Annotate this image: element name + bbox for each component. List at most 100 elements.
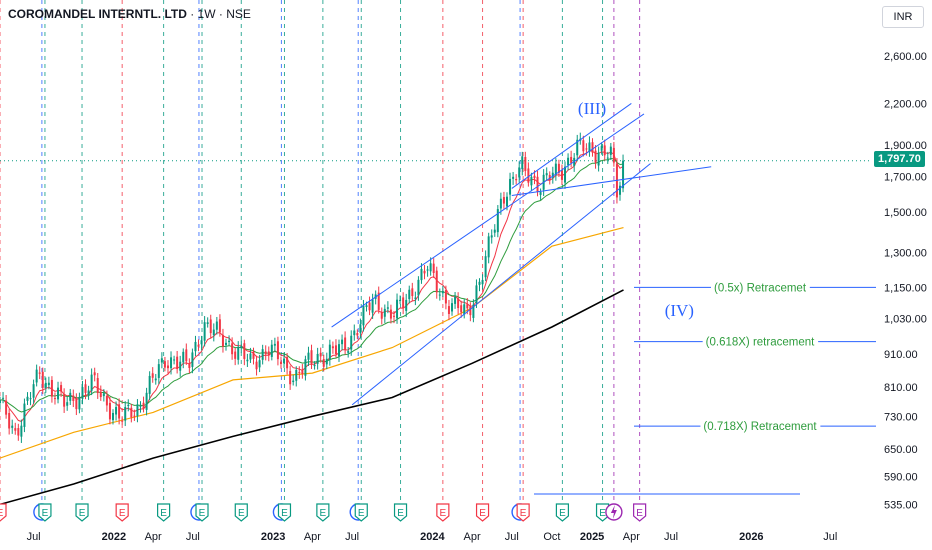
- candle-body[interactable]: [145, 392, 148, 410]
- candle-body[interactable]: [234, 351, 237, 359]
- candle-body[interactable]: [14, 428, 17, 431]
- candle-body[interactable]: [154, 378, 157, 381]
- candle-body[interactable]: [325, 358, 328, 365]
- candle-body[interactable]: [502, 197, 505, 204]
- candle-body[interactable]: [0, 400, 1, 403]
- candle-body[interactable]: [594, 150, 597, 163]
- candle-body[interactable]: [41, 371, 44, 388]
- candle-body[interactable]: [319, 352, 322, 357]
- candle-body[interactable]: [112, 412, 115, 421]
- earnings-events[interactable]: EEEEEEEEEEEEEEEEE: [0, 503, 647, 522]
- candle-body[interactable]: [521, 156, 524, 170]
- candle-body[interactable]: [63, 394, 66, 407]
- earnings-event-marker[interactable]: E: [277, 503, 292, 522]
- candle-body[interactable]: [429, 263, 432, 272]
- candle-body[interactable]: [206, 322, 209, 324]
- candle-body[interactable]: [438, 294, 441, 296]
- candle-body[interactable]: [588, 142, 591, 152]
- candle-body[interactable]: [102, 393, 105, 397]
- candle-body[interactable]: [267, 351, 270, 356]
- candle-body[interactable]: [279, 361, 282, 365]
- candle-body[interactable]: [386, 307, 389, 309]
- candle-body[interactable]: [29, 398, 32, 400]
- candle-body[interactable]: [2, 397, 5, 399]
- candle-body[interactable]: [151, 373, 154, 378]
- candle-body[interactable]: [301, 369, 304, 375]
- candle-body[interactable]: [512, 176, 515, 179]
- candle-body[interactable]: [75, 398, 78, 410]
- candle-body[interactable]: [457, 298, 460, 309]
- candle-body[interactable]: [597, 152, 600, 166]
- candle-body[interactable]: [402, 297, 405, 309]
- candle-body[interactable]: [8, 413, 11, 429]
- candle-body[interactable]: [612, 147, 615, 163]
- candle-body[interactable]: [258, 360, 261, 368]
- candle-body[interactable]: [533, 175, 536, 179]
- candle-body[interactable]: [121, 420, 124, 422]
- candle-body[interactable]: [124, 407, 127, 421]
- candle-body[interactable]: [618, 185, 621, 195]
- candle-body[interactable]: [313, 365, 316, 367]
- candle-body[interactable]: [17, 428, 20, 436]
- candle-body[interactable]: [475, 285, 478, 303]
- candle-body[interactable]: [426, 269, 429, 271]
- candle-body[interactable]: [105, 395, 108, 406]
- candle-body[interactable]: [47, 382, 50, 386]
- candle-body[interactable]: [108, 402, 111, 420]
- candle-body[interactable]: [215, 321, 218, 330]
- candle-body[interactable]: [38, 372, 41, 374]
- candle-body[interactable]: [331, 346, 334, 349]
- candle-body[interactable]: [173, 359, 176, 361]
- candle-body[interactable]: [466, 304, 469, 309]
- candle-body[interactable]: [231, 343, 234, 355]
- candle-body[interactable]: [50, 379, 53, 397]
- candle-body[interactable]: [44, 382, 47, 388]
- candle-body[interactable]: [554, 163, 557, 175]
- candle-body[interactable]: [451, 303, 454, 312]
- candle-body[interactable]: [447, 306, 450, 314]
- candle-body[interactable]: [194, 341, 197, 352]
- candle-body[interactable]: [72, 395, 75, 401]
- trendline[interactable]: [331, 113, 645, 328]
- candle-body[interactable]: [515, 178, 518, 181]
- candle-body[interactable]: [264, 351, 267, 355]
- candle-body[interactable]: [490, 235, 493, 238]
- candle-body[interactable]: [338, 344, 341, 357]
- candle-body[interactable]: [292, 380, 295, 383]
- candle-body[interactable]: [487, 236, 490, 258]
- candle-body[interactable]: [23, 403, 26, 427]
- candle-body[interactable]: [273, 343, 276, 346]
- currency-button[interactable]: INR: [882, 6, 924, 28]
- candle-body[interactable]: [243, 343, 246, 359]
- earnings-event-marker[interactable]: E: [555, 503, 570, 522]
- candle-body[interactable]: [252, 351, 255, 359]
- candle-body[interactable]: [322, 359, 325, 367]
- candle-body[interactable]: [78, 396, 81, 410]
- candle-body[interactable]: [399, 299, 402, 301]
- candle-body[interactable]: [160, 358, 163, 363]
- candle-body[interactable]: [509, 178, 512, 195]
- candle-body[interactable]: [255, 361, 258, 370]
- trendline[interactable]: [511, 103, 632, 189]
- candle-body[interactable]: [163, 361, 166, 368]
- earnings-event-marker[interactable]: E: [436, 503, 450, 522]
- candle-body[interactable]: [472, 304, 475, 318]
- candle-body[interactable]: [380, 312, 383, 319]
- candle-body[interactable]: [365, 305, 368, 308]
- candle-body[interactable]: [609, 146, 612, 155]
- candle-body[interactable]: [310, 350, 313, 364]
- candle-body[interactable]: [362, 305, 365, 326]
- candle-body[interactable]: [432, 263, 435, 273]
- candle-body[interactable]: [481, 279, 484, 285]
- candle-body[interactable]: [603, 145, 606, 156]
- candle-body[interactable]: [530, 176, 533, 186]
- split-event-marker[interactable]: [605, 503, 623, 521]
- candle-body[interactable]: [353, 330, 356, 336]
- candle-body[interactable]: [463, 304, 466, 315]
- wave-label[interactable]: (III): [578, 99, 606, 118]
- candle-body[interactable]: [197, 344, 200, 347]
- candle-body[interactable]: [118, 404, 121, 419]
- candle-body[interactable]: [130, 407, 133, 418]
- candle-body[interactable]: [469, 306, 472, 316]
- candle-body[interactable]: [69, 392, 72, 401]
